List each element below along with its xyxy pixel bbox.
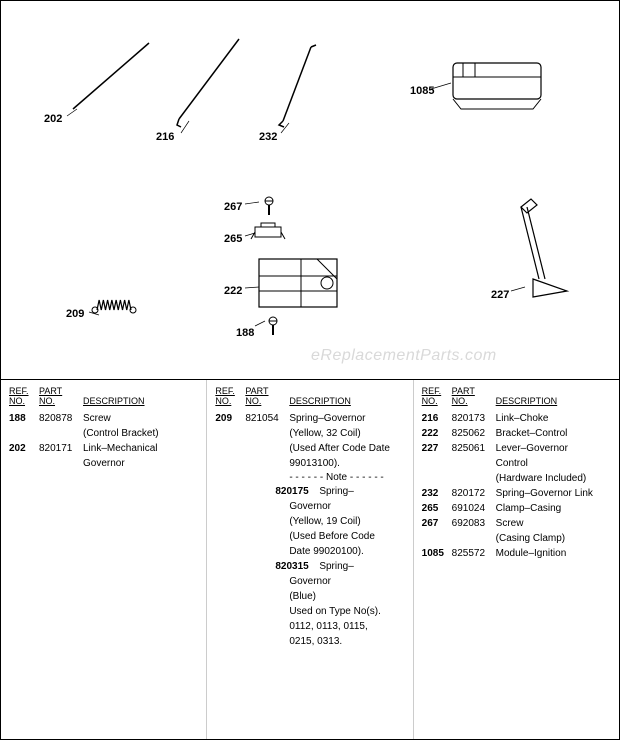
part-label: 209 <box>66 308 84 320</box>
watermark: eReplacementParts.com <box>311 347 497 365</box>
table-row: 1085825572Module–Ignition <box>422 547 611 560</box>
table-subrow: 0112, 0113, 0115, <box>289 620 404 633</box>
table-subrow: Date 99020100). <box>289 545 404 558</box>
table-subrow: Control <box>496 457 611 470</box>
table-subrow: (Control Bracket) <box>83 427 198 440</box>
part-label: 265 <box>224 233 242 245</box>
table-column: REF.NO.PARTNO.DESCRIPTION 209821054Spring… <box>206 380 412 739</box>
parts-diagram: 202 216 232 1085 267 265 222 209 188 227 eReplace… <box>0 0 620 380</box>
table-row: 216820173Link–Choke <box>422 412 611 425</box>
column-headers: REF.NO.PARTNO.DESCRIPTION <box>422 386 611 406</box>
table-subrow: (Hardware Included) <box>496 472 611 485</box>
table-row: 227825061Lever–Governor <box>422 442 611 455</box>
table-subrow: (Used After Code Date <box>289 442 404 455</box>
part-label: 232 <box>259 131 277 143</box>
part-label: 227 <box>491 289 509 301</box>
part-label: 222 <box>224 285 242 297</box>
table-subrow: (Yellow, 19 Coil) <box>289 515 404 528</box>
table-subrow: (Used Before Code <box>289 530 404 543</box>
table-subrow: (Yellow, 32 Coil) <box>289 427 404 440</box>
table-subrow: Governor <box>83 457 198 470</box>
table-column: REF.NO.PARTNO.DESCRIPTION 188820878Screw (… <box>1 380 206 739</box>
table-subrow: Governor <box>289 575 404 588</box>
diagram-svg <box>1 1 620 381</box>
table-subrow: 0215, 0313. <box>289 635 404 648</box>
table-row: 188820878Screw <box>9 412 198 425</box>
table-row: 232820172Spring–Governor Link <box>422 487 611 500</box>
part-label: 188 <box>236 327 254 339</box>
table-subrow: 820315Spring– <box>245 560 404 573</box>
table-row: 202820171Link–Mechanical <box>9 442 198 455</box>
table-subrow: - - - - - - Note - - - - - - <box>289 472 404 483</box>
table-column: REF.NO.PARTNO.DESCRIPTION 216820173Link–C… <box>413 380 619 739</box>
part-label: 216 <box>156 131 174 143</box>
column-headers: REF.NO.PARTNO.DESCRIPTION <box>215 386 404 406</box>
part-label: 267 <box>224 201 242 213</box>
table-row: 267692083Screw <box>422 517 611 530</box>
table-subrow: (Blue) <box>289 590 404 603</box>
table-row: 209821054Spring–Governor <box>215 412 404 425</box>
part-label: 1085 <box>410 85 434 97</box>
parts-table: REF.NO.PARTNO.DESCRIPTION 188820878Screw (… <box>0 380 620 740</box>
table-subrow: 820175Spring– <box>245 485 404 498</box>
table-row: 222825062Bracket–Control <box>422 427 611 440</box>
table-subrow: Used on Type No(s). <box>289 605 404 618</box>
table-subrow: (Casing Clamp) <box>496 532 611 545</box>
part-label: 202 <box>44 113 62 125</box>
table-subrow: Governor <box>289 500 404 513</box>
table-subrow: 99013100). <box>289 457 404 470</box>
table-row: 265691024Clamp–Casing <box>422 502 611 515</box>
column-headers: REF.NO.PARTNO.DESCRIPTION <box>9 386 198 406</box>
